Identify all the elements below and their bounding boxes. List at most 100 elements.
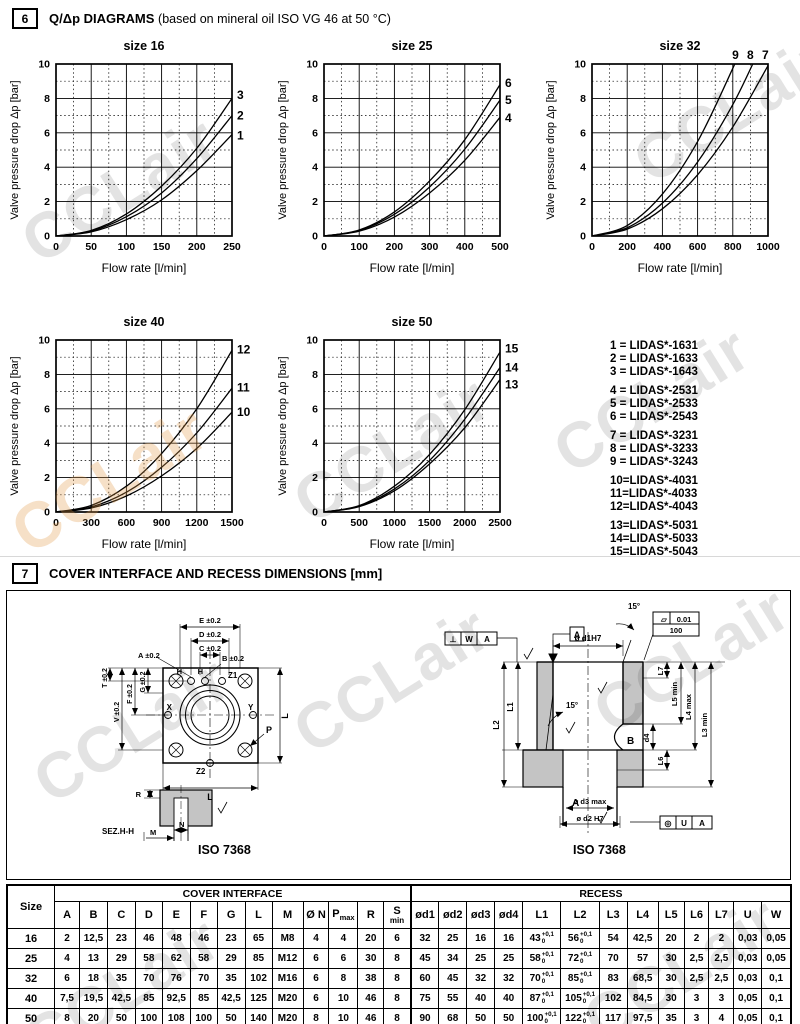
- y-tick: 4: [44, 438, 50, 450]
- cell: 25: [494, 948, 524, 969]
- column-header: ød3: [466, 901, 496, 929]
- port-Z2: Z2: [196, 767, 206, 776]
- cell: 45: [438, 968, 468, 989]
- cell: 92,5: [161, 988, 191, 1009]
- y-tick: 6: [312, 403, 318, 415]
- column-header: ød4: [494, 901, 524, 929]
- cell: 105 +0,1 0: [560, 988, 600, 1009]
- x-tick: 500: [350, 517, 368, 529]
- size-column-header: Size: [6, 884, 56, 929]
- cell: 122 +0,1 0: [560, 1008, 600, 1024]
- cell: 2: [683, 928, 710, 949]
- cell: 58 +0,1 0: [522, 948, 562, 969]
- cell: 40: [494, 988, 524, 1009]
- chart-svg: 12 11 10 0 300 600 900 1200 1500 0 2 4 6 8 10 size 40 Fl…: [9, 315, 251, 551]
- cell: M20: [271, 1008, 304, 1024]
- table-row: 16 2 12,5 23 46 48 46 23 65 M8 4 4 20 6 32 25 16 16 43 +0,1…: [6, 928, 792, 949]
- table-row: 32 6 18 35 70 76 70 35 102 M16 6 8 38 8 60 45 32 32 70 +0,1…: [6, 968, 792, 989]
- cell: 75: [409, 988, 440, 1009]
- column-header: L6: [683, 901, 710, 929]
- size-cell: 50: [6, 1008, 56, 1024]
- section-7-number: 7: [12, 563, 38, 584]
- series-line-8: [592, 64, 754, 236]
- cell: 97,5: [626, 1008, 659, 1024]
- section-7-title: COVER INTERFACE AND RECESS DIMENSIONS [m…: [49, 566, 383, 581]
- legend-item: 2 = LIDAS*-1633: [610, 353, 698, 365]
- cell: 56 +0,1 0: [560, 928, 600, 949]
- series-lines: [56, 349, 232, 512]
- chart-size-25: 6 5 4 0 100 200 300 400 500 0 2 4 6 8 10 size 25 Flow ra…: [274, 34, 526, 289]
- y-tick: 10: [574, 59, 586, 71]
- column-header: L2: [560, 901, 600, 929]
- y-tick: 8: [312, 93, 318, 105]
- major-grid: [592, 64, 768, 236]
- series-line-6: [324, 84, 500, 236]
- cell: 2,5: [683, 968, 710, 989]
- cell: 7,5: [54, 988, 80, 1009]
- y-tick: 0: [44, 507, 50, 519]
- y-axis-label: Valve pressure drop Δp [bar]: [545, 80, 557, 219]
- cell: 0,03: [733, 968, 763, 989]
- chart-size-50: 15 14 13 0 500 1000 1500 2000 2500 0 2 4 6 8 10 size 50…: [274, 310, 526, 565]
- cell: M20: [271, 988, 304, 1009]
- cell: 18: [78, 968, 108, 989]
- cell: 0,05: [733, 1008, 763, 1024]
- cell: 3: [683, 988, 710, 1009]
- column-header: L3: [598, 901, 628, 929]
- minor-grid: [56, 340, 232, 512]
- size-cell: 16: [6, 928, 56, 949]
- y-tick: 2: [580, 196, 586, 208]
- legend-item: 6 = LIDAS*-2543: [610, 411, 698, 423]
- curve-label-14: 14: [505, 361, 519, 375]
- flatness-symbol: ▱: [660, 615, 668, 624]
- y-tick: 6: [44, 127, 50, 139]
- datum-label: A: [574, 630, 581, 640]
- x-tick: 500: [491, 241, 509, 253]
- cell: 87 +0,1 0: [522, 988, 562, 1009]
- cell: 102: [244, 968, 273, 989]
- y-tick: 6: [312, 127, 318, 139]
- cell: 32: [409, 928, 440, 949]
- dim-T: T ±0.2: [102, 668, 109, 688]
- cell: 16: [466, 928, 496, 949]
- y-tick: 8: [312, 369, 318, 381]
- port-H1: H: [177, 667, 182, 676]
- legend-group: 4 = LIDAS*-2531 5 = LIDAS*-2533 6 = LIDAS*…: [610, 385, 698, 424]
- flatness-value: 0.01: [677, 615, 692, 624]
- dim-L3: L3 min: [700, 712, 709, 737]
- x-tick: 2000: [453, 517, 477, 529]
- series-line-9: [592, 64, 736, 236]
- cell: 125: [244, 988, 273, 1009]
- legend-item: 5 = LIDAS*-2533: [610, 398, 698, 410]
- cell: 117: [598, 1008, 628, 1024]
- cell: 8: [383, 968, 412, 989]
- cell: 30: [657, 948, 685, 969]
- cell: M8: [271, 928, 304, 949]
- chart-title: size 32: [659, 39, 700, 53]
- cell: 34: [438, 948, 468, 969]
- section-6-title-main: Q/Δp DIAGRAMS: [49, 11, 155, 26]
- cell: 12,5: [78, 928, 108, 949]
- cell: 50: [494, 1008, 524, 1024]
- y-axis-label: Valve pressure drop Δp [bar]: [9, 80, 21, 219]
- cell: 100: [134, 1008, 163, 1024]
- column-header: A: [54, 901, 80, 929]
- cell: 0,05: [761, 948, 792, 969]
- y-tick: 8: [580, 93, 586, 105]
- cell: 35: [216, 968, 246, 989]
- surface-finish-icons: [523, 647, 608, 824]
- y-tick: 4: [44, 162, 50, 174]
- legend-group: 1 = LIDAS*-1631 2 = LIDAS*-1633 3 = LIDAS*…: [610, 340, 698, 379]
- cell: 8: [328, 968, 359, 989]
- cell: 84,5: [626, 988, 659, 1009]
- column-header: L: [244, 901, 273, 929]
- column-header: F: [189, 901, 218, 929]
- x-tick: 1000: [383, 517, 407, 529]
- cell: 83: [598, 968, 628, 989]
- cell: 68,5: [626, 968, 659, 989]
- x-tick: 1200: [185, 517, 209, 529]
- cell: 40: [466, 988, 496, 1009]
- plot-border: [591, 63, 769, 237]
